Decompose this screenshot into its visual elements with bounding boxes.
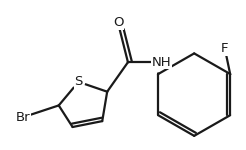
Text: S: S: [74, 75, 83, 88]
Text: Br: Br: [16, 111, 31, 124]
Text: O: O: [113, 16, 123, 30]
Text: F: F: [221, 42, 229, 55]
Text: NH: NH: [152, 56, 171, 69]
